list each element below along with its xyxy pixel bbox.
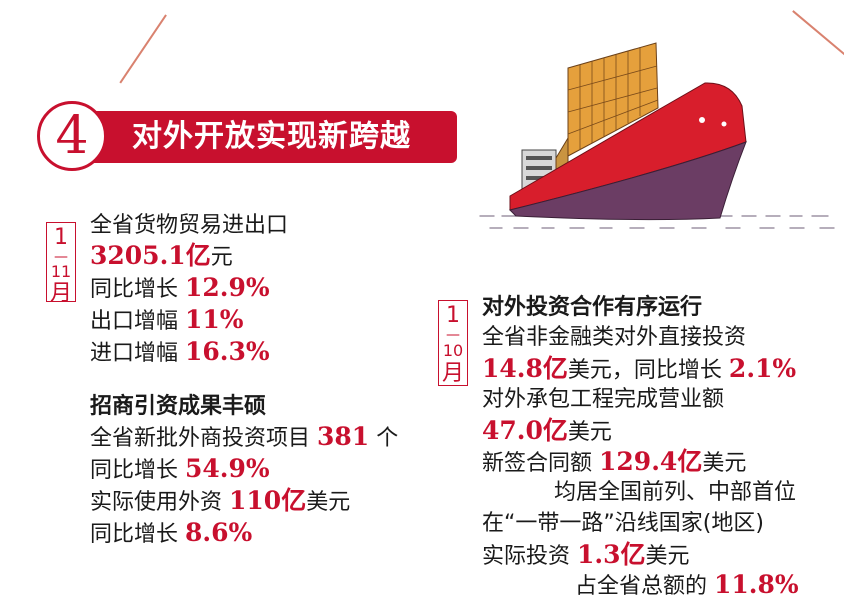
contract-revenue-value-line: 47.0亿美元 bbox=[482, 416, 612, 445]
odi-label-line: 全省非金融类对外直接投资 bbox=[482, 325, 747, 350]
container-ship-illustration bbox=[479, 42, 835, 229]
decorative-line-left bbox=[119, 14, 167, 84]
section-title: 对外开放实现新跨越 bbox=[132, 119, 411, 154]
belt-road-line: 在“一带一路”沿线国家(地区) bbox=[482, 511, 764, 536]
projects-growth-line: 同比增长 54.9% bbox=[90, 454, 270, 483]
outbound-heading: 对外投资合作有序运行 bbox=[482, 295, 703, 320]
share-of-total-line: 占全省总额的 11.8% bbox=[575, 570, 799, 599]
actual-fdi-line: 实际使用外资 110亿美元 bbox=[90, 486, 351, 515]
foreign-projects-line: 全省新批外商投资项目 381 个 bbox=[90, 422, 399, 451]
trade-total-line: 3205.1亿元 bbox=[90, 241, 233, 270]
section-number-badge: 4 bbox=[37, 101, 107, 171]
new-contracts-line: 新签合同额 129.4亿美元 bbox=[482, 447, 747, 476]
title-banner bbox=[80, 111, 457, 163]
investment-heading: 招商引资成果丰硕 bbox=[90, 394, 267, 419]
belt-road-investment-line: 实际投资 1.3亿美元 bbox=[482, 540, 690, 569]
odi-value-line: 14.8亿美元，同比增长 2.1% bbox=[482, 354, 797, 383]
contract-revenue-label-line: 对外承包工程完成营业额 bbox=[482, 387, 725, 412]
period-tag-jan-nov: 1 — 11 月 bbox=[46, 222, 76, 306]
period-tag-jan-oct: 1 — 10 月 bbox=[438, 300, 468, 386]
fdi-growth-line: 同比增长 8.6% bbox=[90, 518, 253, 547]
export-growth-line: 出口增幅 11% bbox=[90, 305, 244, 334]
trade-line: 全省货物贸易进出口 bbox=[90, 213, 289, 238]
trade-growth-line: 同比增长 12.9% bbox=[90, 273, 270, 302]
section-number: 4 bbox=[55, 106, 89, 166]
ranking-line: 均居全国前列、中部首位 bbox=[554, 480, 797, 505]
import-growth-line: 进口增幅 16.3% bbox=[90, 337, 270, 366]
